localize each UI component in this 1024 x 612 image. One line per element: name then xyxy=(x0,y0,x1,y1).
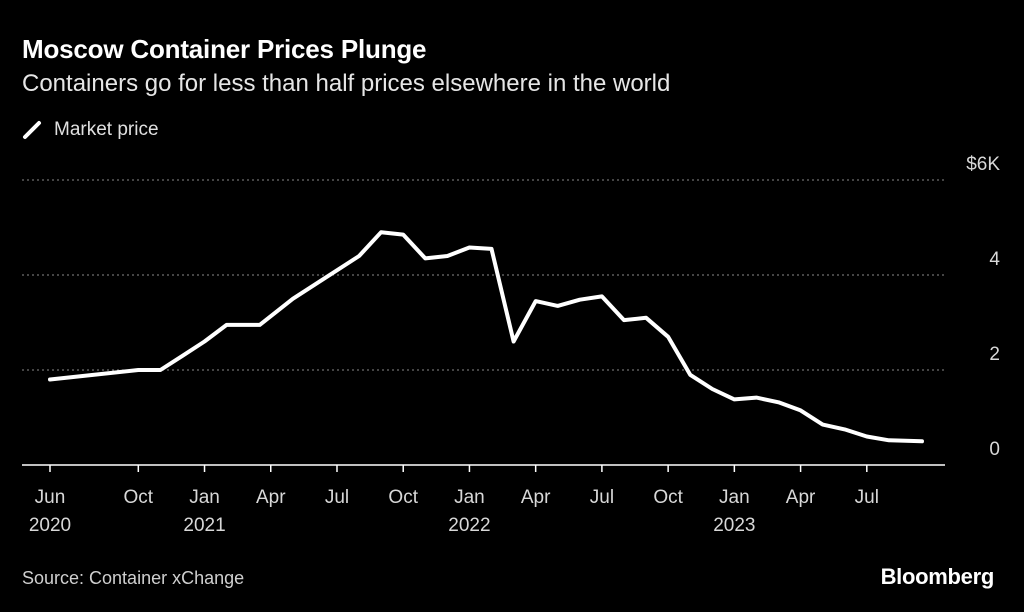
x-tick-label: Oct xyxy=(388,487,418,508)
y-tick-label: 2 xyxy=(989,344,1000,365)
source-note: Source: Container xChange xyxy=(22,568,245,588)
x-tick-label: Jul xyxy=(325,487,349,508)
x-tick-label: Oct xyxy=(124,487,154,508)
x-tick-label: Jun xyxy=(35,487,66,508)
x-tick-year-label: 2023 xyxy=(713,515,755,536)
series-line-market-price xyxy=(48,230,924,444)
x-tick-year-label: 2022 xyxy=(448,515,490,536)
x-tick-label: Jul xyxy=(855,487,879,508)
y-tick-label: 4 xyxy=(989,249,1000,270)
x-tick-label: Jan xyxy=(454,487,485,508)
x-tick-label: Jan xyxy=(189,487,220,508)
x-tick-label: Oct xyxy=(653,487,683,508)
x-tick-label: Apr xyxy=(521,487,551,508)
legend-label: Market price xyxy=(54,119,159,140)
x-tick-year-label: 2021 xyxy=(183,515,225,536)
chart-subtitle: Containers go for less than half prices … xyxy=(22,70,671,97)
x-tick-label: Apr xyxy=(786,487,816,508)
x-tick-label: Jul xyxy=(590,487,614,508)
x-tick-label: Jan xyxy=(719,487,750,508)
chart-title: Moscow Container Prices Plunge xyxy=(22,34,427,64)
y-tick-label: $6K xyxy=(966,154,1000,175)
x-tick-year-label: 2020 xyxy=(29,515,71,536)
x-tick-label: Apr xyxy=(256,487,286,508)
legend: Market price xyxy=(22,119,159,141)
y-tick-label: 0 xyxy=(989,439,1000,460)
bloomberg-logo: Bloomberg xyxy=(880,564,995,589)
line-swatch-icon xyxy=(23,121,41,139)
